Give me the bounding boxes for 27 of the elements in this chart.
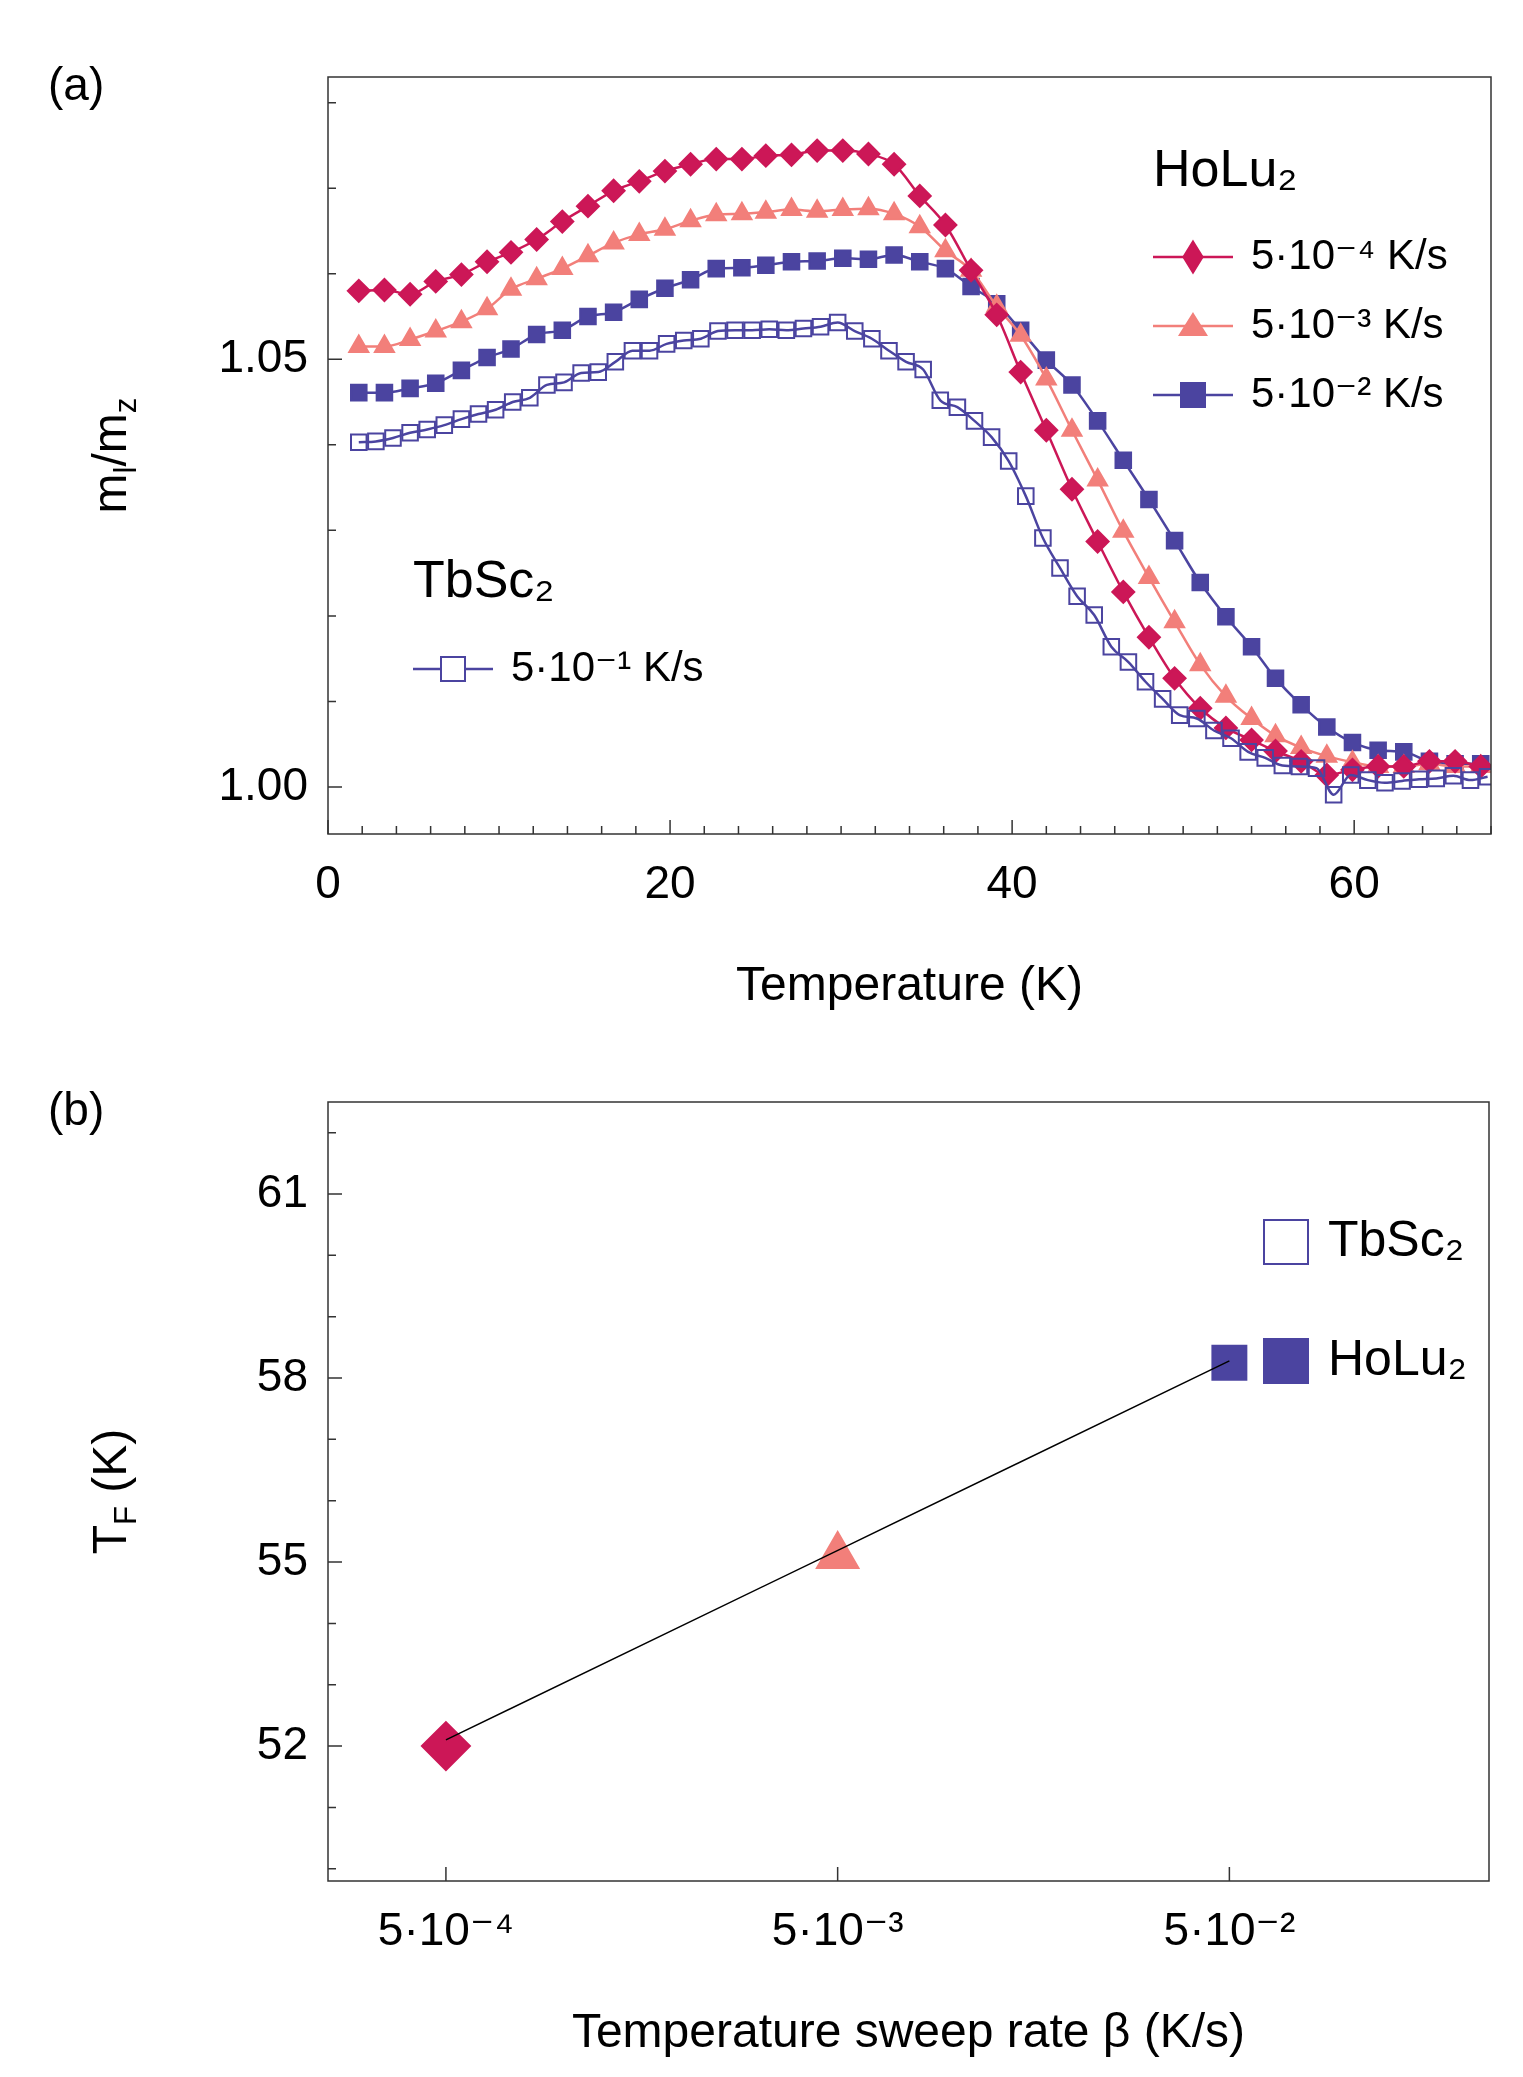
x-tick-label: 40 <box>986 856 1038 909</box>
legend-label: 5·10⁻³ K/s <box>1251 299 1444 347</box>
x-tick-label: 5·10⁻² <box>1163 1903 1296 1956</box>
x-tick-label: 20 <box>644 856 696 909</box>
x-tick-label: 5·10⁻³ <box>771 1903 904 1956</box>
y-tick-label: 1.05 <box>218 329 308 382</box>
chart-title: (b) <box>48 1082 105 1135</box>
y-tick-label: 52 <box>256 1716 308 1769</box>
x-tick-label: 0 <box>315 856 341 909</box>
legend-label: 5·10⁻¹ K/s <box>511 642 704 690</box>
legend-title: HoLu₂ <box>1153 139 1298 198</box>
x-tick-label: 5·10⁻⁴ <box>377 1903 514 1956</box>
y-tick-label: 1.00 <box>218 757 308 810</box>
y-tick-label: 55 <box>256 1532 308 1585</box>
legend-label: HoLu₂ <box>1328 1329 1467 1386</box>
x-tick-label: 60 <box>1328 856 1380 909</box>
legend-label: 5·10⁻⁴ K/s <box>1251 230 1448 278</box>
y-axis-title: ml/mz <box>83 397 143 514</box>
x-axis-title: Temperature (K) <box>736 957 1083 1011</box>
legend-label: 5·10⁻² K/s <box>1251 368 1444 416</box>
legend-label: TbSc₂ <box>1328 1210 1465 1267</box>
y-axis-title: TF (K) <box>83 1428 143 1555</box>
x-axis-title: Temperature sweep rate β (K/s) <box>571 2004 1246 2058</box>
chart-title: (a) <box>48 57 105 110</box>
y-tick-label: 61 <box>256 1164 308 1217</box>
y-tick-label: 58 <box>256 1348 308 1401</box>
annotation: TbSc₂ <box>413 550 555 609</box>
